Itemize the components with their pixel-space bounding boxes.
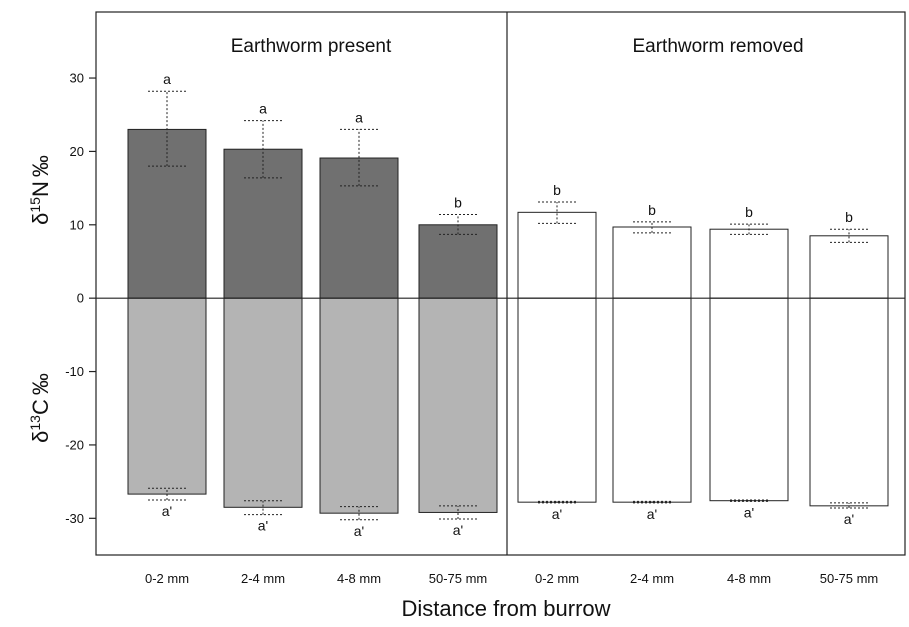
significance-letter: a' bbox=[354, 523, 364, 539]
x-category-labels: 0-2 mm 2-4 mm 4-8 mm 50-75 mm 0-2 mm 2-4 mm 4-… bbox=[145, 571, 878, 586]
bar-nitrogen bbox=[418, 224, 498, 299]
bar-carbon bbox=[223, 297, 303, 508]
bar-nitrogen bbox=[127, 128, 207, 299]
significance-letter: a bbox=[259, 101, 267, 117]
y-axis: 30 20 10 0 -10 -20 -30 bbox=[65, 71, 96, 526]
significance-letter: b bbox=[745, 204, 753, 220]
x-category-label: 4-8 mm bbox=[337, 571, 381, 586]
bar-nitrogen bbox=[319, 157, 399, 299]
bars-layer bbox=[127, 128, 889, 514]
bar-carbon bbox=[709, 297, 789, 502]
error-bars-layer bbox=[148, 90, 868, 521]
x-category-label: 2-4 mm bbox=[241, 571, 285, 586]
significance-letter: b bbox=[648, 202, 656, 218]
y-tick-label: 10 bbox=[70, 217, 84, 232]
significance-letter: a' bbox=[162, 503, 172, 519]
significance-letter: a' bbox=[744, 504, 754, 520]
bar-carbon bbox=[517, 297, 597, 503]
x-category-label: 2-4 mm bbox=[630, 571, 674, 586]
panel-title-earthworm-present: Earthworm present bbox=[231, 36, 392, 57]
significance-letter: a' bbox=[647, 506, 657, 522]
bar-nitrogen bbox=[809, 235, 889, 299]
bar-nitrogen bbox=[517, 211, 597, 299]
x-category-label: 0-2 mm bbox=[535, 571, 579, 586]
y-tick-label: 20 bbox=[70, 144, 84, 159]
y-tick-label: 30 bbox=[70, 71, 84, 86]
significance-letter: a' bbox=[453, 522, 463, 538]
significance-letter: a bbox=[163, 71, 171, 87]
significance-letter: a' bbox=[258, 518, 268, 534]
bar-nitrogen bbox=[612, 226, 692, 299]
significance-letter: a' bbox=[552, 506, 562, 522]
bar-carbon bbox=[612, 297, 692, 503]
bar-nitrogen bbox=[223, 148, 303, 299]
y-tick-label: -20 bbox=[65, 437, 84, 452]
bar-carbon bbox=[319, 297, 399, 514]
bar-carbon bbox=[809, 297, 889, 507]
x-axis-title: Distance from burrow bbox=[401, 596, 610, 621]
y-tick-label: 0 bbox=[77, 291, 84, 306]
y-tick-label: -30 bbox=[65, 511, 84, 526]
x-category-label: 50-75 mm bbox=[820, 571, 879, 586]
bar-carbon bbox=[127, 297, 207, 495]
y-tick-label: -10 bbox=[65, 364, 84, 379]
significance-letter: b bbox=[454, 195, 462, 211]
bar-nitrogen bbox=[709, 228, 789, 299]
plot-frame bbox=[95, 11, 906, 556]
y-axis-title-nitrogen: δ15N‰ bbox=[27, 155, 53, 225]
significance-letters-layer: a a a b a' a' a' a' b b b b a' a' a' a' bbox=[162, 71, 854, 539]
x-category-label: 50-75 mm bbox=[429, 571, 488, 586]
bar-carbon bbox=[418, 297, 498, 513]
x-category-label: 4-8 mm bbox=[727, 571, 771, 586]
significance-letter: a' bbox=[844, 511, 854, 527]
panels-layer bbox=[95, 11, 906, 556]
panel-title-earthworm-removed: Earthworm removed bbox=[632, 36, 803, 57]
significance-letter: b bbox=[553, 182, 561, 198]
significance-letter: b bbox=[845, 209, 853, 225]
y-axis-title-carbon: δ13C‰ bbox=[27, 373, 53, 443]
x-category-label: 0-2 mm bbox=[145, 571, 189, 586]
significance-letter: a bbox=[355, 109, 363, 125]
